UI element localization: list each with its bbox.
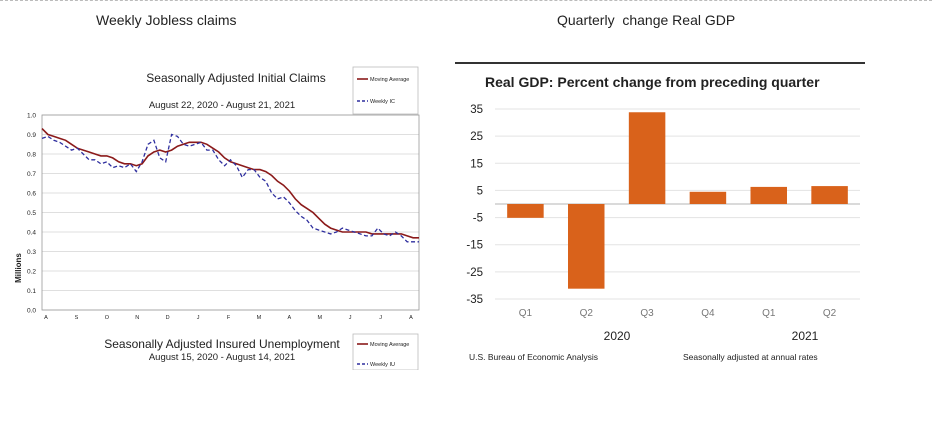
series-lines xyxy=(41,128,419,243)
y-tick-labels: 35 25 15 5 -5 -15 -25 -35 xyxy=(466,104,483,306)
bar-3 xyxy=(689,191,727,204)
adjustment-note: Seasonally adjusted at annual rates xyxy=(683,352,818,362)
y-tick-label: 15 xyxy=(470,158,483,170)
year-label-2021: 2021 xyxy=(792,329,819,343)
bar-4 xyxy=(750,186,787,204)
series-line-weekly-ic xyxy=(41,133,419,243)
insured-unemployment-title: Seasonally Adjusted Insured Unemployment xyxy=(104,337,340,351)
bar-1 xyxy=(568,204,605,289)
y-tick-label: 0.6 xyxy=(27,191,36,198)
y-tick-labels: 0.0 0.1 0.2 0.3 0.4 0.5 0.6 0.7 0.8 0.9 1.0 xyxy=(27,113,36,315)
grid-lines xyxy=(42,114,419,311)
y-tick-label: 1.0 xyxy=(27,113,36,120)
y-tick-label: 0.3 xyxy=(27,249,36,256)
year-label-2020: 2020 xyxy=(604,329,631,343)
y-tick-label: 25 xyxy=(470,131,483,143)
x-tick-label: J xyxy=(197,315,200,321)
insured-legend-box: Moving Average Weekly IU xyxy=(352,333,419,371)
chart-subtitle: August 22, 2020 - August 21, 2021 xyxy=(149,100,295,111)
x-tick-label: Q1 xyxy=(762,308,776,319)
y-tick-label: 0.2 xyxy=(27,269,36,276)
legend-label-weekly-ic: Weekly IC xyxy=(370,99,395,105)
series-line-moving-average xyxy=(41,128,419,239)
right-caption: Quarterly change Real GDP xyxy=(557,12,736,28)
real-gdp-panel: Real GDP: Percent change from preceding … xyxy=(455,62,865,368)
x-tick-label: Q4 xyxy=(701,308,715,319)
y-tick-label: 35 xyxy=(470,104,483,116)
y-tick-label: -25 xyxy=(466,267,483,279)
insured-unemployment-subtitle: August 15, 2020 - August 14, 2021 xyxy=(149,352,295,363)
x-tick-label: Q2 xyxy=(580,308,594,319)
x-tick-labels: Q1 Q2 Q3 Q4 Q1 Q2 xyxy=(519,308,837,319)
y-tick-label: 0.1 xyxy=(27,288,36,295)
source-note: U.S. Bureau of Economic Analysis xyxy=(469,352,598,362)
insured-legend-label-weekly-iu: Weekly IU xyxy=(370,362,395,368)
x-tick-label: J xyxy=(349,315,352,321)
x-tick-label: Q3 xyxy=(640,308,654,319)
bar-5 xyxy=(811,186,848,204)
x-tick-label: A xyxy=(44,315,48,321)
x-tick-label: D xyxy=(166,315,170,321)
y-tick-label: 5 xyxy=(477,185,483,197)
top-dashed-border xyxy=(0,0,932,1)
x-tick-label: M xyxy=(257,315,262,321)
legend-box: Moving Average Weekly IC xyxy=(352,66,419,115)
insured-legend-label-moving-average: Moving Average xyxy=(370,342,409,348)
chart-title: Real GDP: Percent change from preceding … xyxy=(485,74,820,90)
bars xyxy=(507,112,848,289)
y-tick-label: 0.4 xyxy=(27,230,36,237)
x-tick-label: S xyxy=(75,315,79,321)
left-caption: Weekly Jobless claims xyxy=(96,12,237,28)
bar-2 xyxy=(628,112,666,204)
chart-title: Seasonally Adjusted Initial Claims xyxy=(146,71,325,85)
y-tick-label: 0.0 xyxy=(27,308,36,315)
x-tick-label: Q2 xyxy=(823,308,837,319)
x-tick-label: A xyxy=(409,315,413,321)
jobless-claims-chart: Seasonally Adjusted Initial Claims Augus… xyxy=(14,66,420,371)
x-tick-label: O xyxy=(105,315,110,321)
real-gdp-chart: Real GDP: Percent change from preceding … xyxy=(455,62,865,362)
x-tick-label: Q1 xyxy=(519,308,533,319)
jobless-claims-panel: Seasonally Adjusted Initial Claims Augus… xyxy=(10,60,425,371)
x-tick-label: M xyxy=(317,315,322,321)
x-tick-label: A xyxy=(287,315,291,321)
x-tick-label: N xyxy=(135,315,139,321)
legend-label-moving-average: Moving Average xyxy=(370,77,409,83)
y-tick-label: 0.7 xyxy=(27,171,36,178)
y-tick-label: 0.5 xyxy=(27,210,36,217)
y-axis-label: Millions xyxy=(14,253,23,283)
grid-lines xyxy=(495,108,860,300)
plot-frame xyxy=(41,114,420,311)
x-tick-label: J xyxy=(379,315,382,321)
y-tick-label: -35 xyxy=(466,294,483,306)
y-tick-label: 0.9 xyxy=(27,132,36,139)
bar-0 xyxy=(507,204,544,218)
y-tick-label: 0.8 xyxy=(27,152,36,159)
x-tick-label: F xyxy=(227,315,231,321)
y-tick-label: -15 xyxy=(466,240,483,252)
y-tick-label: -5 xyxy=(473,213,483,225)
